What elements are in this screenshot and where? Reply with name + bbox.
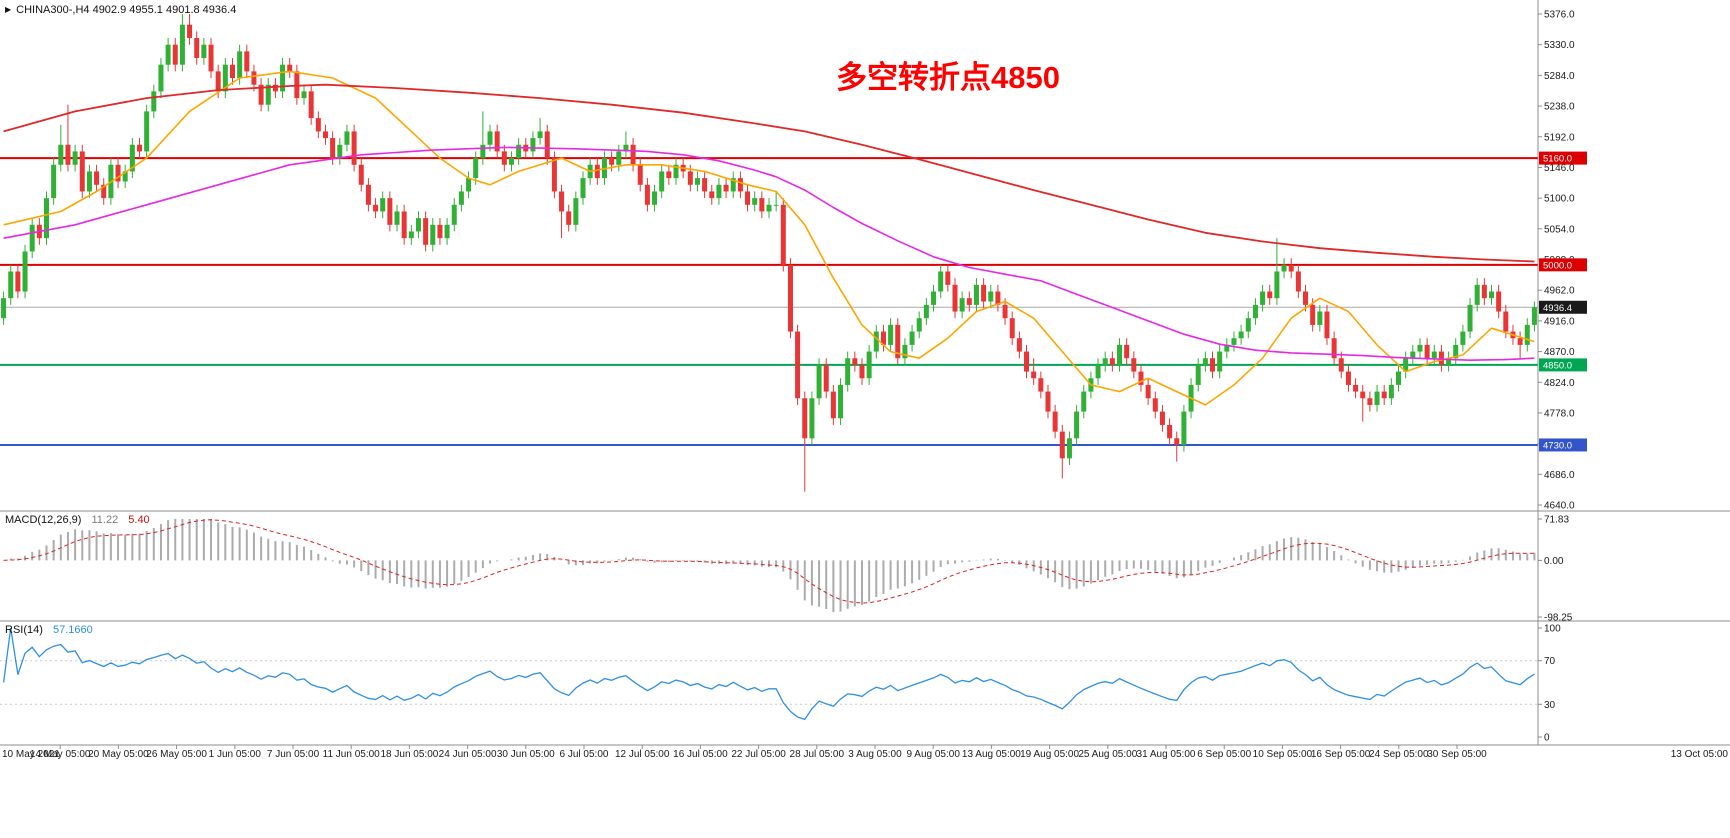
- rsi-value: 57.1660: [52, 624, 93, 636]
- svg-text:30 Jun 05:00: 30 Jun 05:00: [497, 749, 555, 760]
- svg-text:6 Sep 05:00: 6 Sep 05:00: [1197, 749, 1251, 760]
- svg-text:16 Jul 05:00: 16 Jul 05:00: [673, 749, 728, 760]
- svg-text:4640.0: 4640.0: [1544, 501, 1575, 512]
- svg-text:4778.0: 4778.0: [1544, 408, 1575, 419]
- svg-text:5054.0: 5054.0: [1544, 224, 1575, 235]
- svg-text:7 Jun 05:00: 7 Jun 05:00: [267, 749, 320, 760]
- macd-name: MACD(12,26,9): [5, 514, 82, 526]
- svg-text:11 Jun 05:00: 11 Jun 05:00: [323, 749, 381, 760]
- svg-text:6 Jul 05:00: 6 Jul 05:00: [560, 749, 609, 760]
- svg-text:3 Aug 05:00: 3 Aug 05:00: [848, 749, 902, 760]
- panel-separators: [0, 0, 1730, 746]
- svg-text:1 Jun 05:00: 1 Jun 05:00: [209, 749, 262, 760]
- svg-text:18 Jun 05:00: 18 Jun 05:00: [380, 749, 438, 760]
- svg-text:4962.0: 4962.0: [1544, 286, 1575, 297]
- macd-indicator-label: MACD(12,26,9) 11.22 5.40: [5, 514, 150, 526]
- svg-text:5376.0: 5376.0: [1544, 10, 1575, 21]
- svg-text:24 Sep 05:00: 24 Sep 05:00: [1369, 749, 1429, 760]
- rsi-name: RSI(14): [5, 624, 43, 636]
- macd-main-value: 11.22: [91, 514, 119, 526]
- svg-text:71.83: 71.83: [1544, 515, 1569, 526]
- svg-text:5284.0: 5284.0: [1544, 71, 1575, 82]
- svg-text:4870.0: 4870.0: [1544, 347, 1575, 358]
- macd-axis[interactable]: 71.83 0.00 -98.25: [1538, 515, 1573, 624]
- svg-text:13 Aug 05:00: 13 Aug 05:00: [962, 749, 1021, 760]
- ma-fast-line: [3, 70, 1535, 406]
- svg-text:5160.0: 5160.0: [1543, 154, 1572, 165]
- ma-mid-line: [3, 146, 1535, 362]
- price-level-badge-5000.0: [1539, 258, 1587, 272]
- svg-text:28 Jul 05:00: 28 Jul 05:00: [790, 749, 845, 760]
- svg-text:5146.0: 5146.0: [1544, 163, 1575, 174]
- current-price-badge: [1539, 300, 1587, 314]
- svg-text:-98.25: -98.25: [1544, 613, 1573, 624]
- svg-text:4936.4: 4936.4: [1543, 303, 1572, 314]
- svg-text:20 May 05:00: 20 May 05:00: [88, 749, 149, 760]
- symbol-ohlc-text: CHINA300-,H4 4902.9 4955.1 4901.8 4936.4: [16, 4, 237, 16]
- chart-arrow-icon: ▶: [5, 5, 12, 14]
- svg-text:24 Jun 05:00: 24 Jun 05:00: [439, 749, 497, 760]
- ma-slow-line: [3, 83, 1535, 263]
- svg-text:31 Aug 05:00: 31 Aug 05:00: [1137, 749, 1196, 760]
- svg-text:16 Sep 05:00: 16 Sep 05:00: [1311, 749, 1371, 760]
- candles-layer: [1, 14, 1537, 492]
- svg-text:5192.0: 5192.0: [1544, 132, 1575, 143]
- symbol-info-bar: ▶ CHINA300-,H4 4902.9 4955.1 4901.8 4936…: [5, 4, 236, 16]
- svg-text:4686.0: 4686.0: [1544, 470, 1575, 481]
- price-level-badge-4730.0: [1539, 438, 1587, 452]
- svg-text:5100.0: 5100.0: [1544, 194, 1575, 205]
- price-level-badge-4850.0: [1539, 358, 1587, 372]
- rsi-line: [2, 627, 1535, 721]
- rsi-axis[interactable]: 100 70 30 0: [1538, 624, 1561, 744]
- svg-text:14 May 05:00: 14 May 05:00: [30, 749, 91, 760]
- svg-text:25 Aug 05:00: 25 Aug 05:00: [1078, 749, 1137, 760]
- svg-text:4916.0: 4916.0: [1544, 316, 1575, 327]
- price-level-badges: 5160.0 5000.0 4850.0 4730.0 4936.4: [1539, 151, 1587, 452]
- svg-text:10 May 2021: 10 May 2021: [2, 749, 60, 760]
- svg-text:5000.0: 5000.0: [1543, 260, 1572, 271]
- svg-text:5238.0: 5238.0: [1544, 102, 1575, 113]
- macd-signal-line: [3, 519, 1535, 604]
- svg-text:12 Jul 05:00: 12 Jul 05:00: [615, 749, 670, 760]
- svg-text:10 Sep 05:00: 10 Sep 05:00: [1253, 749, 1313, 760]
- svg-text:30: 30: [1544, 700, 1556, 711]
- svg-text:4824.0: 4824.0: [1544, 378, 1575, 389]
- svg-text:19 Aug 05:00: 19 Aug 05:00: [1020, 749, 1079, 760]
- macd-histogram: [9, 519, 1536, 613]
- svg-text:0: 0: [1544, 733, 1550, 744]
- chart-annotation-text: 多空转折点4850: [836, 60, 1060, 95]
- svg-text:26 May 05:00: 26 May 05:00: [146, 749, 207, 760]
- svg-text:0.00: 0.00: [1544, 556, 1564, 567]
- svg-text:30 Sep 05:00: 30 Sep 05:00: [1427, 749, 1487, 760]
- svg-text:4850.0: 4850.0: [1543, 360, 1572, 371]
- rsi-indicator-label: RSI(14) 57.1660: [5, 624, 93, 636]
- svg-text:13 Oct 05:00: 13 Oct 05:00: [1671, 749, 1729, 760]
- svg-text:100: 100: [1544, 624, 1561, 635]
- svg-text:5330.0: 5330.0: [1544, 40, 1575, 51]
- svg-text:22 Jul 05:00: 22 Jul 05:00: [731, 749, 786, 760]
- svg-text:9 Aug 05:00: 9 Aug 05:00: [907, 749, 961, 760]
- price-level-badge-5160.0: [1539, 151, 1587, 165]
- svg-text:70: 70: [1544, 656, 1556, 667]
- macd-signal-value: 5.40: [128, 514, 150, 526]
- svg-text:4730.0: 4730.0: [1543, 440, 1572, 451]
